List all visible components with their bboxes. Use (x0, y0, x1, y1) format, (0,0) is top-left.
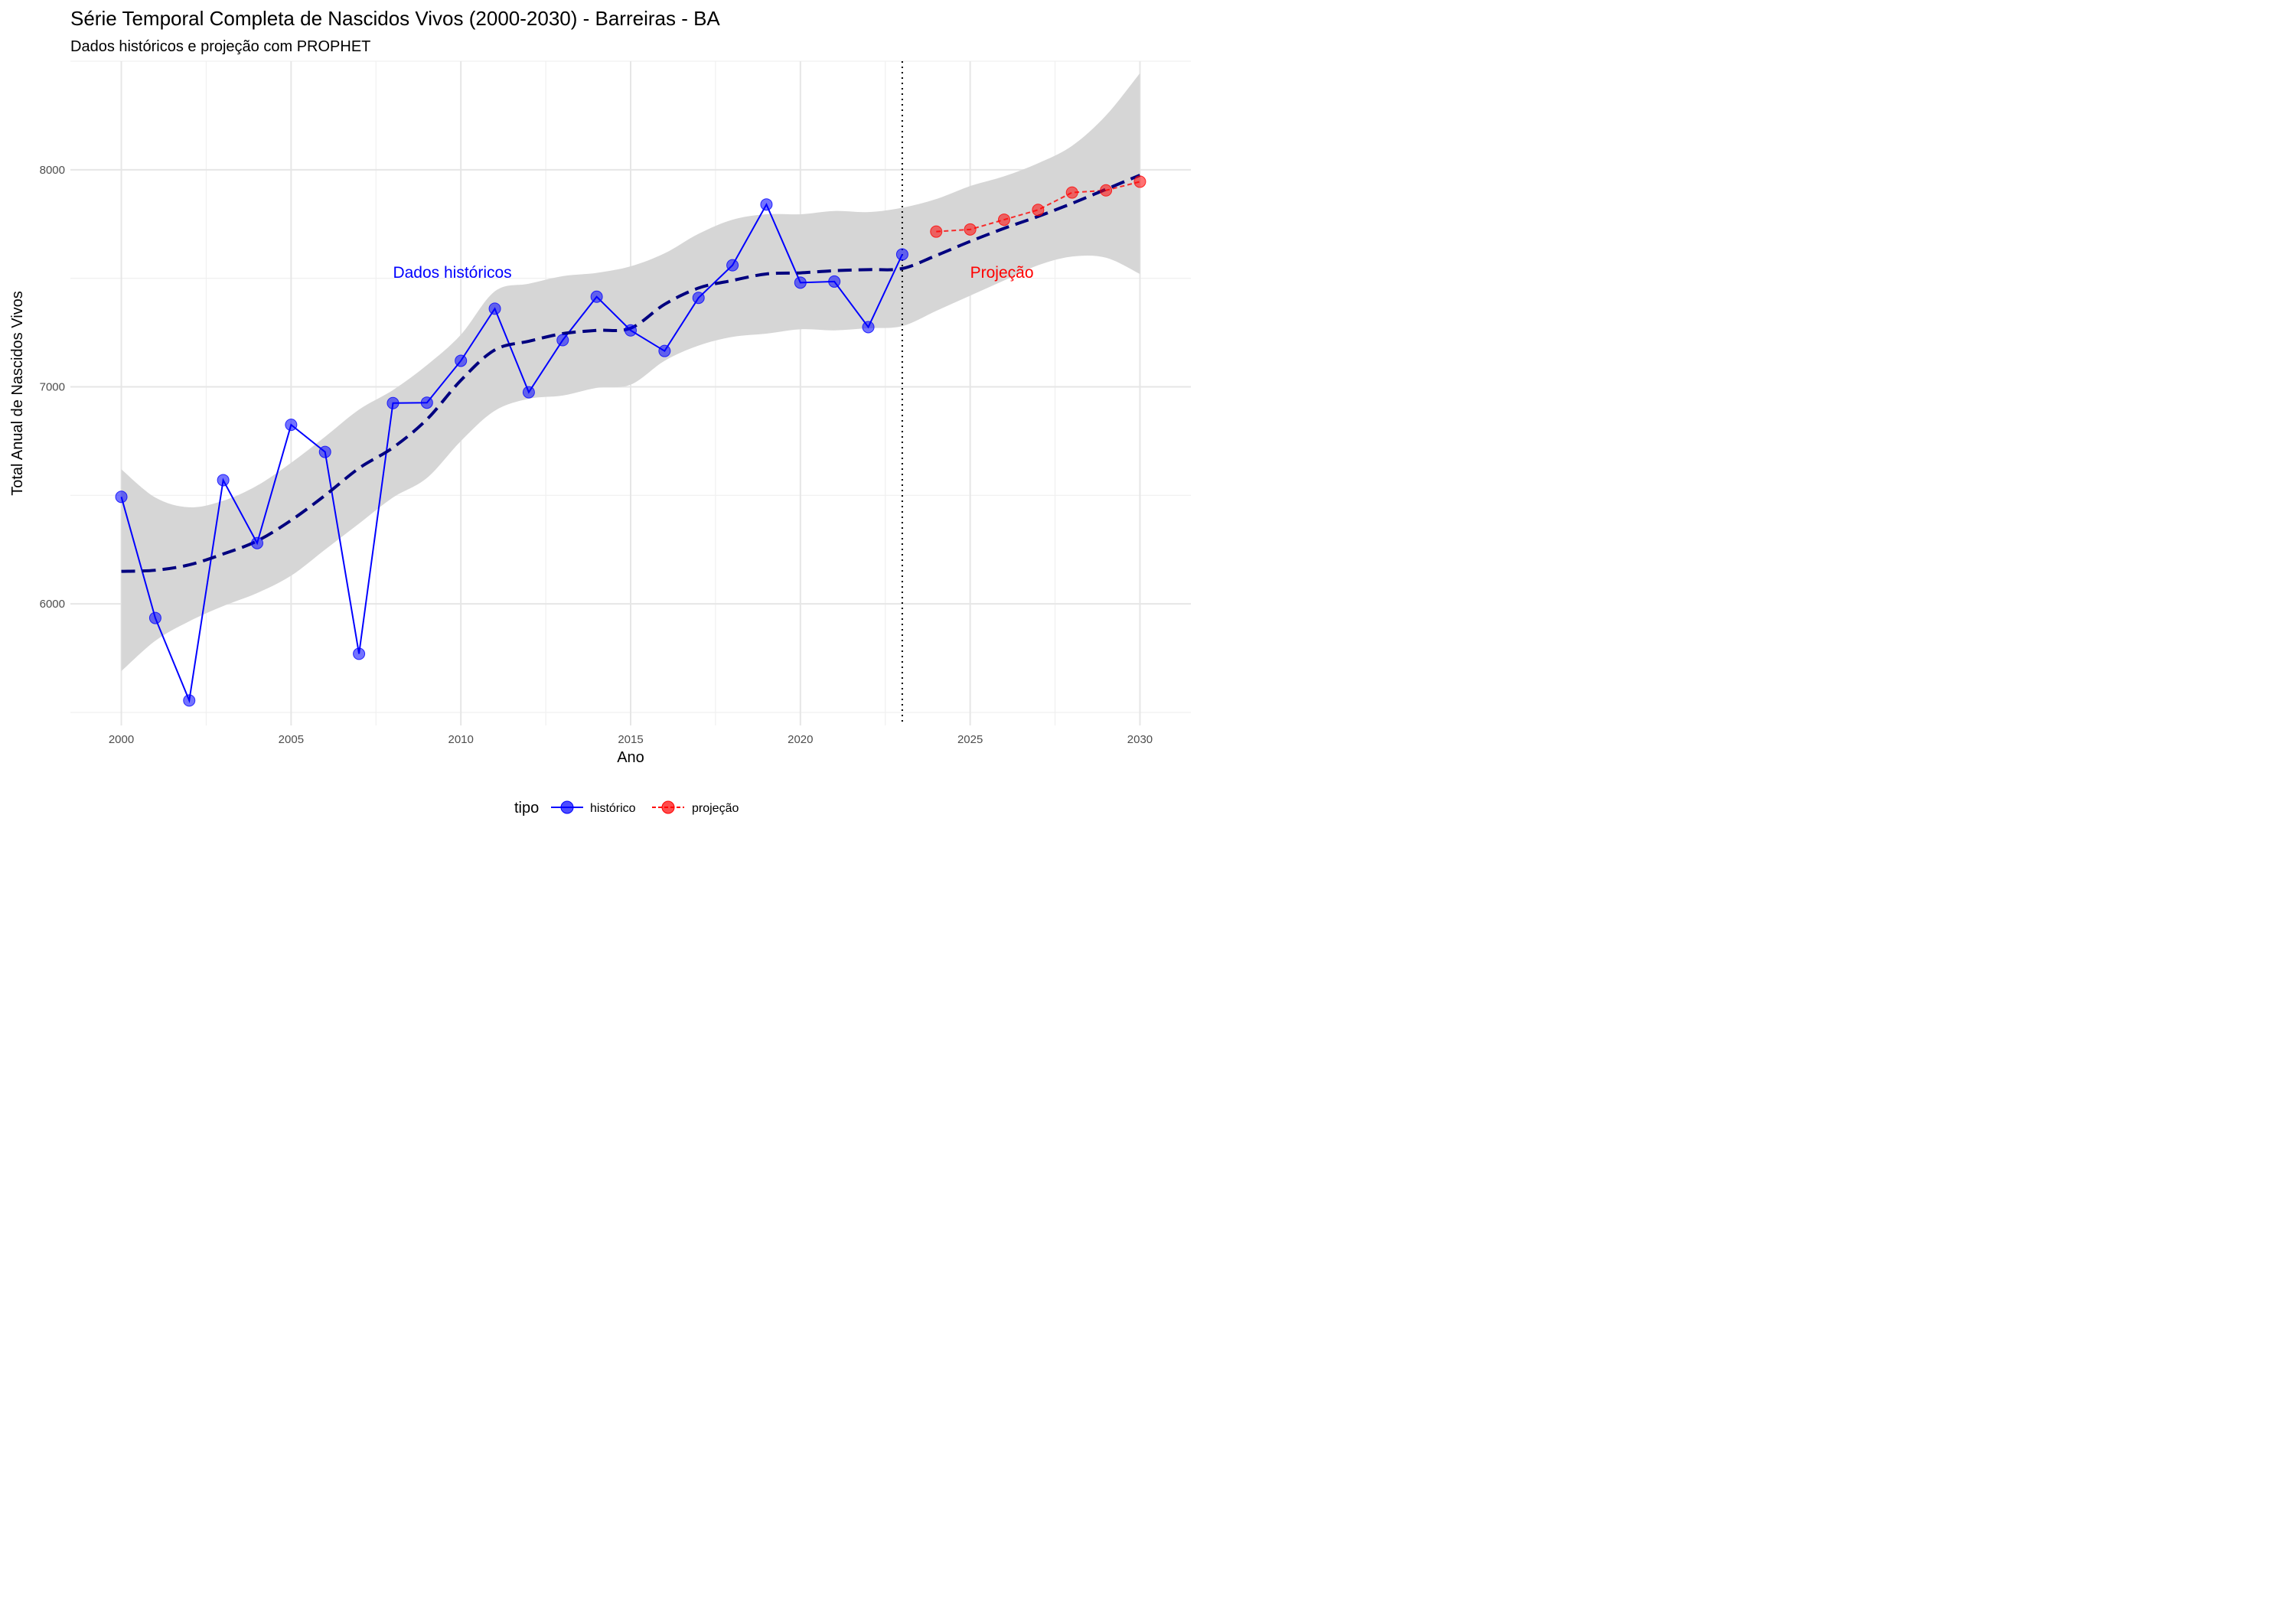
x-tick-label: 2025 (957, 733, 983, 746)
data-point-historico (318, 445, 331, 458)
data-point-historico (895, 248, 908, 261)
legend-key-historico (560, 800, 574, 814)
data-point-historico (148, 611, 161, 624)
data-point-historico (692, 292, 705, 305)
data-point-historico (251, 536, 263, 549)
data-point-projecao (1032, 204, 1045, 217)
data-point-historico (353, 647, 366, 660)
data-point-historico (183, 694, 196, 707)
legend-item-projecao: projeção (652, 800, 739, 815)
data-point-historico (217, 474, 230, 487)
data-point-historico (658, 344, 671, 357)
data-point-historico (285, 419, 298, 432)
legend-label-historico: histórico (590, 802, 636, 815)
data-point-projecao (998, 214, 1010, 227)
x-tick-label: 2005 (279, 733, 304, 746)
x-tick-label: 2000 (109, 733, 134, 746)
chart-subtitle: Dados históricos e projeção com PROPHET (70, 38, 370, 55)
x-axis-ticks: 2000 2005 2010 2015 2020 2025 2030 (109, 733, 1153, 746)
data-point-historico (386, 396, 400, 409)
data-point-historico (760, 198, 773, 211)
plot-area: Dados históricos Projeção (70, 60, 1191, 725)
confidence-band (121, 73, 1140, 672)
data-point-historico (862, 321, 875, 334)
legend-item-historico: histórico (551, 800, 636, 815)
legend-label-projecao: projeção (692, 802, 739, 815)
data-point-projecao (930, 225, 943, 238)
annotation-label: Projeção (970, 264, 1034, 282)
x-axis-title: Ano (617, 749, 644, 766)
series-line-historico (120, 202, 903, 704)
data-point-historico (556, 334, 569, 347)
chart-title: Série Temporal Completa de Nascidos Vivo… (70, 7, 720, 30)
data-point-historico (488, 302, 501, 315)
data-point-historico (590, 290, 603, 303)
legend-key-projecao (661, 800, 675, 814)
annotation-label: Dados históricos (393, 264, 511, 282)
y-axis-title: Total Anual de Nascidos Vivos (9, 291, 26, 496)
data-point-historico (794, 276, 807, 289)
data-point-historico (420, 396, 433, 409)
x-tick-label: 2015 (618, 733, 643, 746)
y-axis-ticks: 6000 7000 8000 (40, 164, 65, 611)
data-point-historico (115, 491, 128, 504)
data-point-historico (522, 386, 535, 399)
legend: tipo histórico projeção (514, 800, 739, 817)
data-point-historico (625, 324, 637, 337)
data-point-historico (455, 354, 468, 367)
x-tick-label: 2010 (448, 733, 473, 746)
x-tick-label: 2020 (788, 733, 813, 746)
y-tick-label: 6000 (40, 598, 65, 611)
chart: Série Temporal Completa de Nascidos Vivo… (9, 7, 1191, 817)
y-tick-label: 8000 (40, 164, 65, 177)
series-layer (115, 174, 1146, 707)
data-point-projecao (1065, 186, 1078, 199)
data-point-projecao (1100, 184, 1113, 197)
data-point-historico (726, 259, 739, 272)
data-point-projecao (1133, 175, 1146, 188)
annotation-layer: Dados históricos Projeção (393, 264, 1033, 282)
data-point-historico (828, 275, 841, 288)
legend-title: tipo (514, 800, 539, 817)
y-tick-label: 7000 (40, 380, 65, 393)
data-point-projecao (964, 223, 977, 236)
x-tick-label: 2030 (1127, 733, 1153, 746)
grid (70, 60, 1191, 725)
